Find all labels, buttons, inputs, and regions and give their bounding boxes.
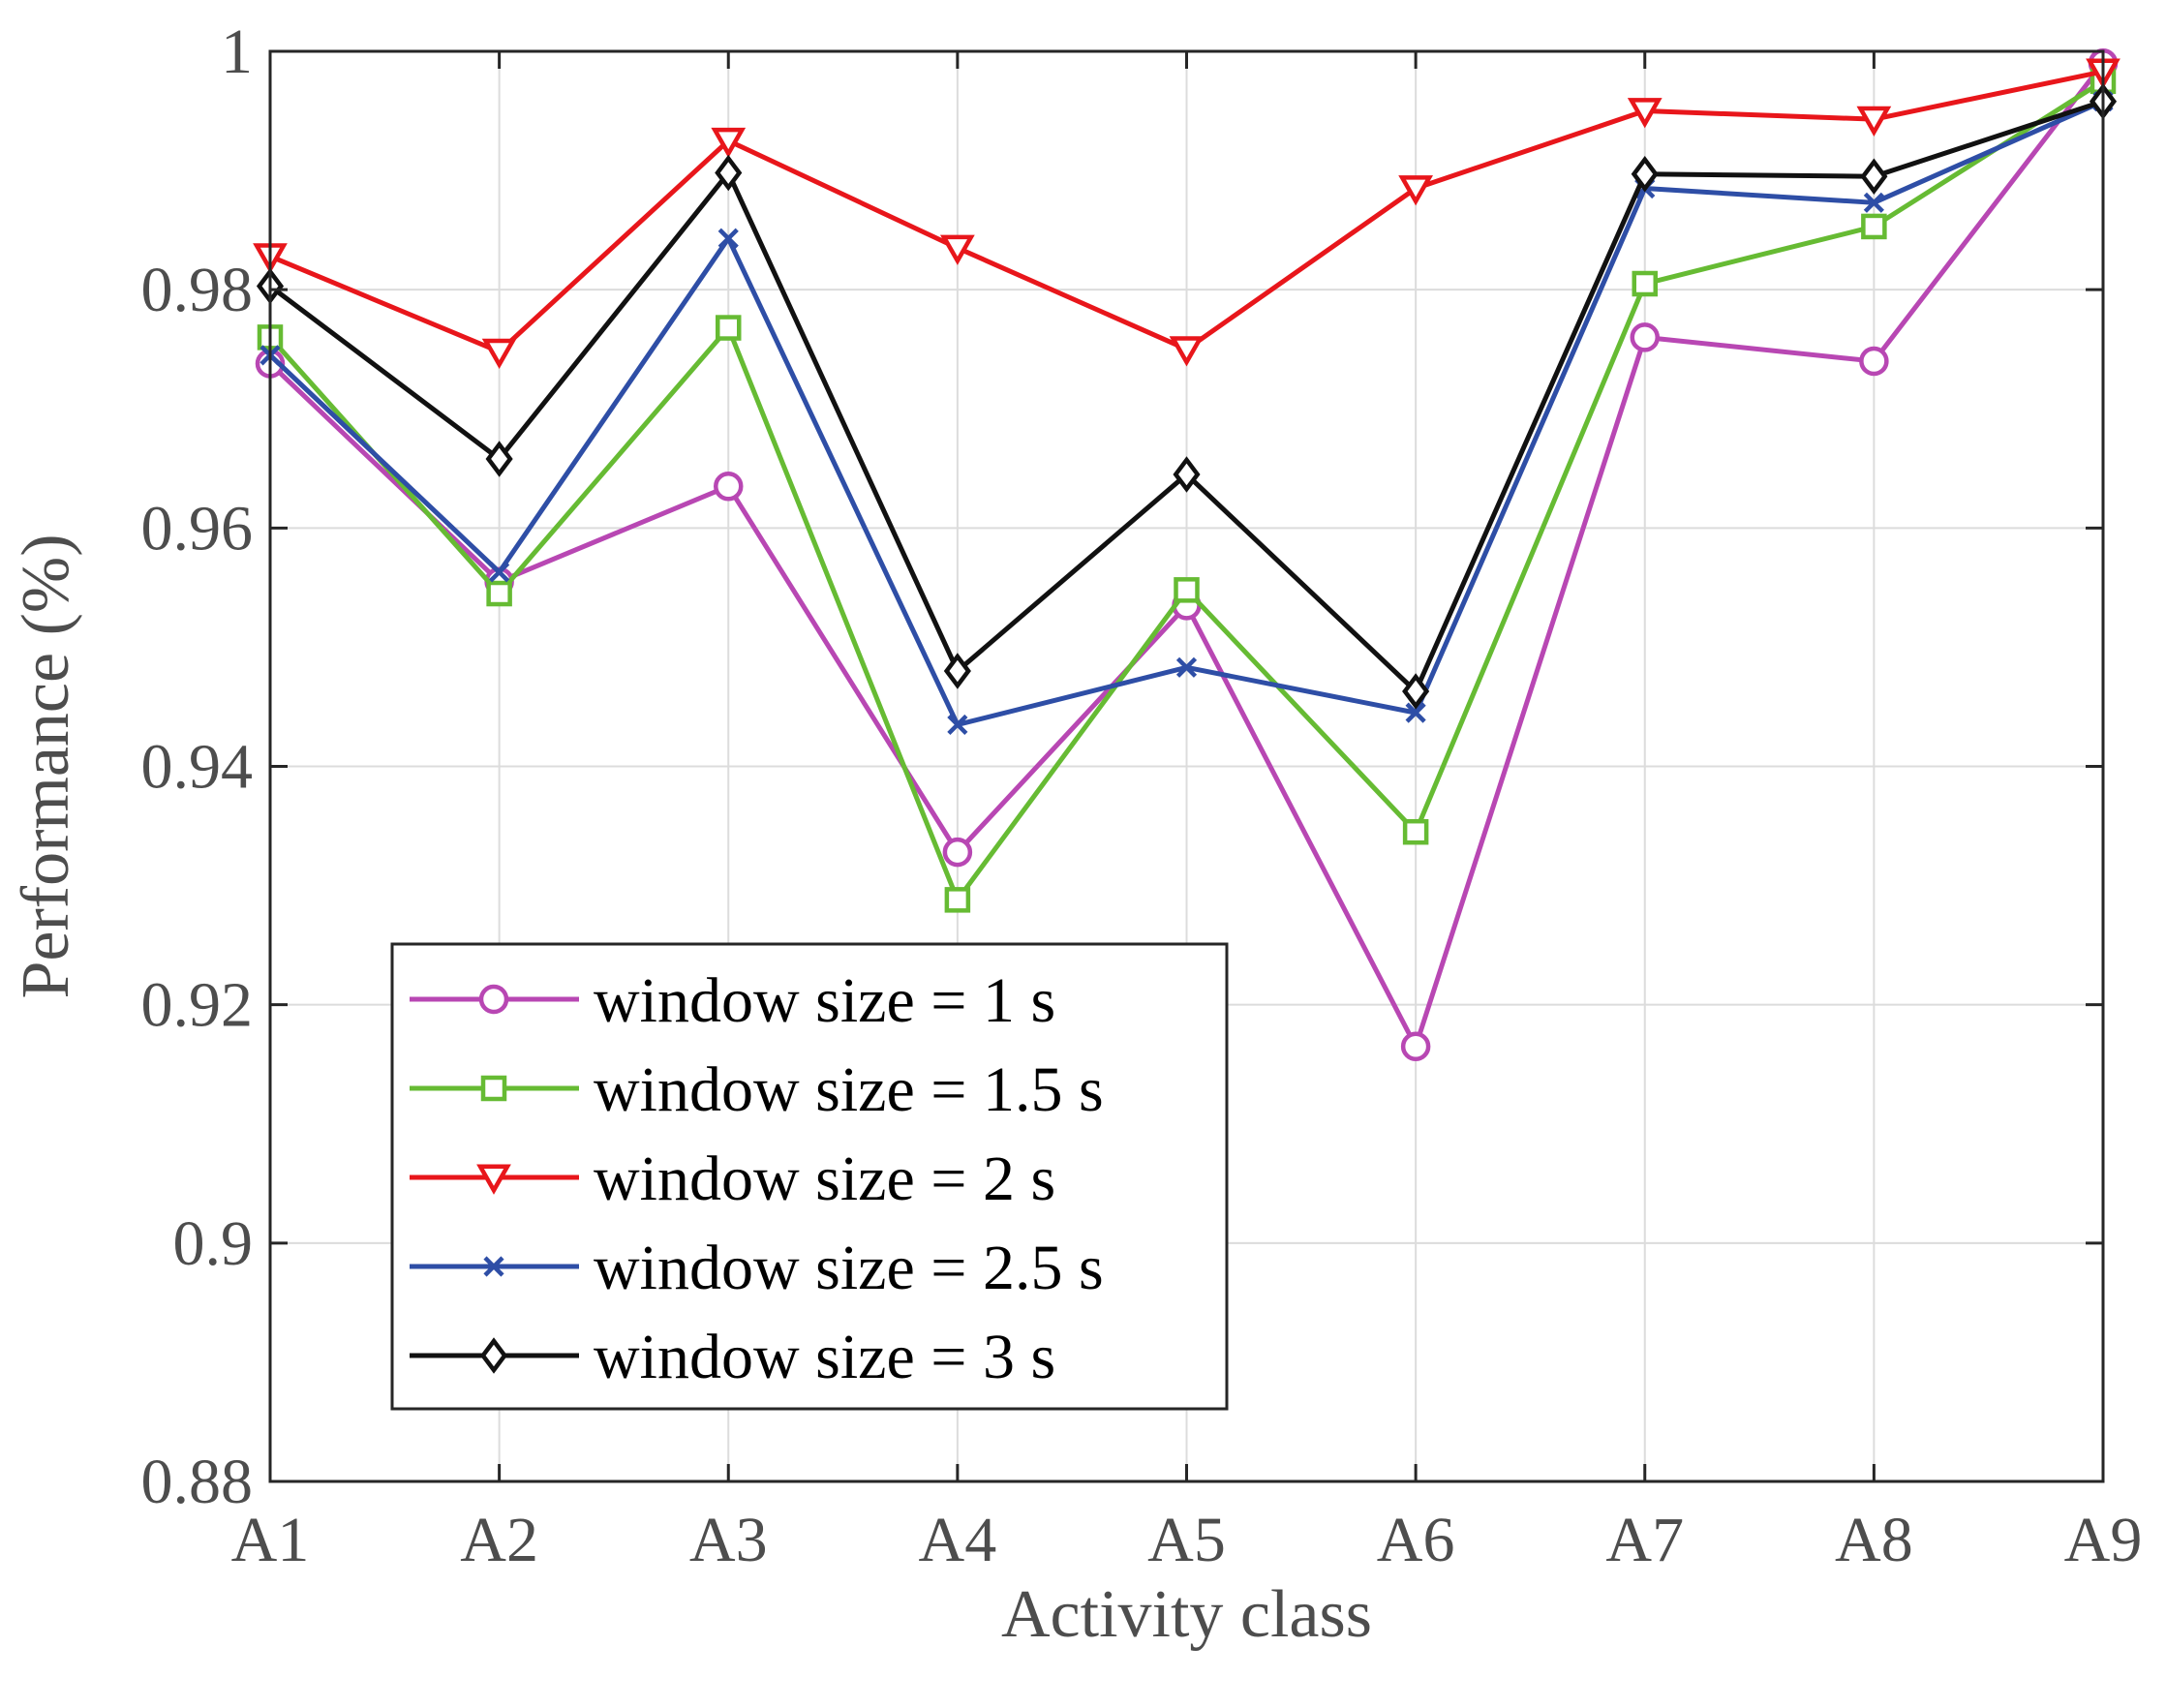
data-point [716, 315, 742, 341]
series-2 [257, 68, 2117, 913]
y-tick-label: 0.98 [141, 255, 254, 325]
data-point [1175, 656, 1198, 678]
y-tick-label: 0.96 [141, 493, 254, 564]
data-point [1859, 346, 1889, 377]
data-point [1856, 106, 1892, 137]
data-point [1402, 673, 1430, 710]
y-axis-title: Performance (%) [9, 534, 83, 998]
data-point [715, 154, 743, 192]
ticks: A1 A2 A3 A4 A5 A6 A7 A8 A9 0.88 0.9 0.92 0.94 0.96 0.9… [141, 16, 2143, 1575]
x-tick-label: A9 [2064, 1505, 2143, 1575]
legend-label: window size = 1.5 s [594, 1054, 1104, 1125]
legend-marker [483, 1256, 504, 1277]
x-tick-label: A5 [1147, 1505, 1226, 1575]
legend-entry: window size = 1 s [410, 965, 1055, 1036]
data-point [944, 887, 971, 913]
y-tick-label: 0.94 [141, 732, 254, 803]
y-tick-label: 0.9 [173, 1208, 254, 1279]
data-point [1860, 158, 1888, 195]
x-tick-label: A4 [919, 1505, 997, 1575]
data-point [1173, 456, 1201, 493]
data-point [711, 127, 747, 159]
legend: window size = 1 s window size = 1.5 s wind… [390, 942, 1229, 1411]
data-point [1627, 98, 1663, 129]
x-tick-label: A3 [689, 1505, 768, 1575]
data-point [1400, 1031, 1431, 1061]
data-point [943, 653, 971, 689]
series-3 [253, 58, 2120, 370]
data-point [1405, 702, 1426, 723]
x-tick-label: A2 [460, 1505, 538, 1575]
legend-marker [478, 984, 509, 1015]
legend-marker [476, 1164, 511, 1195]
legend-entry: window size = 3 s [410, 1322, 1055, 1392]
data-point [1169, 336, 1205, 367]
x-axis-title: Activity class [1001, 1577, 1372, 1652]
legend-marker [480, 1075, 507, 1102]
data-point [1861, 213, 1887, 240]
data-point [1632, 270, 1658, 297]
legend-entry: window size = 2 s [410, 1144, 1055, 1214]
data-point [947, 714, 968, 736]
data-point [714, 472, 744, 502]
data-point [1631, 156, 1659, 193]
data-point [1402, 818, 1429, 845]
y-tick-label: 1 [221, 16, 253, 87]
x-tick-label: A7 [1605, 1505, 1684, 1575]
data-point [942, 837, 973, 868]
legend-label: window size = 2.5 s [594, 1233, 1104, 1303]
data-point [481, 338, 517, 370]
data-point [1398, 175, 1434, 206]
data-point [939, 234, 975, 265]
x-tick-label: A1 [231, 1505, 310, 1575]
y-tick-label: 0.88 [141, 1447, 254, 1517]
data-point [1863, 192, 1884, 213]
legend-entry: window size = 1.5 s [410, 1054, 1104, 1125]
data-point [1174, 577, 1200, 603]
series-group [253, 48, 2120, 1061]
legend-label: window size = 2 s [594, 1144, 1055, 1214]
data-point [486, 580, 512, 607]
y-tick-label: 0.92 [141, 970, 254, 1041]
data-point [717, 228, 739, 249]
legend-label: window size = 1 s [594, 965, 1055, 1036]
legend-label: window size = 3 s [594, 1322, 1055, 1392]
data-point [489, 562, 510, 583]
legend-entry: window size = 2.5 s [410, 1233, 1104, 1303]
data-point [1630, 322, 1660, 352]
legend-marker [479, 1337, 508, 1374]
x-tick-label: A6 [1377, 1505, 1455, 1575]
x-tick-label: A8 [1835, 1505, 1913, 1575]
data-point [485, 441, 513, 477]
